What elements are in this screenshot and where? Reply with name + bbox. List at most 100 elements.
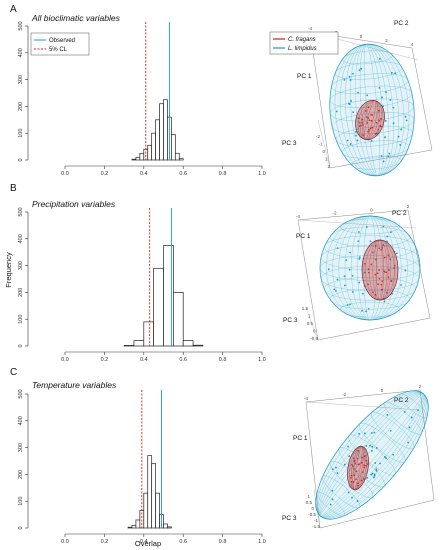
point-l-limpidus xyxy=(400,284,402,286)
histogram-panel-c: C Temperature variables 0 100 200 300 400 500 0.… xyxy=(10,367,266,545)
point-l-limpidus xyxy=(374,258,377,261)
point-c-fragans xyxy=(379,124,382,127)
point-l-limpidus xyxy=(336,278,339,281)
point-l-limpidus xyxy=(361,309,363,312)
point-c-fragans xyxy=(362,124,364,126)
point-l-limpidus xyxy=(403,411,406,413)
point-c-fragans xyxy=(350,477,352,479)
histogram-bar xyxy=(174,152,180,161)
point-l-limpidus xyxy=(365,444,368,447)
point-l-limpidus xyxy=(358,121,361,124)
ellipsoid-c-fragans xyxy=(361,239,399,301)
histogram-bar xyxy=(163,245,174,347)
point-c-fragans xyxy=(374,273,377,276)
y-tick-label: 400 xyxy=(18,48,24,57)
axis-label-pc2: PC 2 xyxy=(392,210,407,217)
point-l-limpidus xyxy=(373,431,376,434)
point-l-limpidus xyxy=(354,131,357,133)
point-c-fragans xyxy=(371,114,374,116)
point-l-limpidus xyxy=(370,473,373,476)
pc3-tick-label: -1.5 xyxy=(312,524,320,529)
point-l-limpidus xyxy=(386,235,389,238)
histogram-bar xyxy=(127,526,133,529)
wireframe-parallel xyxy=(341,140,410,159)
point-c-fragans xyxy=(356,457,359,460)
y-tick-label: 100 xyxy=(18,497,24,506)
point-l-limpidus xyxy=(357,240,360,243)
point-l-limpidus xyxy=(346,304,349,306)
point-l-limpidus xyxy=(407,441,410,444)
histogram-bar xyxy=(131,524,137,529)
point-l-limpidus xyxy=(392,122,395,125)
point-l-limpidus xyxy=(365,226,368,228)
point-c-fragans xyxy=(371,126,374,129)
x-tick-label: 0.4 xyxy=(140,171,148,177)
legend-cl5-label: 5% CL xyxy=(49,47,68,53)
panel-letter-a: A xyxy=(10,4,17,15)
histogram-bar xyxy=(155,119,160,161)
point-c-fragans xyxy=(351,464,353,466)
wireframe-parallel xyxy=(383,401,422,435)
pc3-tick-label: -0.5 xyxy=(308,512,316,517)
point-l-limpidus xyxy=(350,100,353,102)
point-l-limpidus xyxy=(371,445,374,448)
point-l-limpidus xyxy=(370,431,373,434)
pc3-tick-label: 0.5 xyxy=(306,500,313,505)
histogram-bar xyxy=(163,99,168,161)
point-c-fragans xyxy=(375,132,377,135)
point-l-limpidus xyxy=(384,136,386,139)
point-l-limpidus xyxy=(355,134,357,137)
point-c-fragans xyxy=(353,468,355,470)
wireframe-parallel xyxy=(331,112,415,135)
y-tick-label: 100 xyxy=(18,129,24,138)
histogram-bar xyxy=(143,148,149,161)
point-l-limpidus xyxy=(345,259,348,261)
legend-species-l-limpidus: L. limpidus xyxy=(288,46,317,52)
point-c-fragans xyxy=(367,130,369,133)
pc2-tick-label: -4 xyxy=(304,396,308,401)
point-l-limpidus xyxy=(376,132,379,135)
wireframe-parallel xyxy=(348,434,396,476)
point-c-fragans xyxy=(350,474,353,477)
point-c-fragans xyxy=(365,459,367,462)
x-axis-label: Overlap xyxy=(135,539,161,548)
panel-title: Precipitation variables xyxy=(32,199,116,209)
x-tick-label: 0.8 xyxy=(219,357,227,363)
point-l-limpidus xyxy=(351,496,353,499)
wireframe-parallel xyxy=(329,85,413,108)
point-l-limpidus xyxy=(392,106,395,109)
point-c-fragans xyxy=(361,456,363,459)
point-l-limpidus xyxy=(366,476,369,479)
pc2-tick-label: 0 xyxy=(381,388,384,393)
point-c-fragans xyxy=(360,479,363,482)
point-l-limpidus xyxy=(352,465,354,468)
point-c-fragans xyxy=(378,119,381,122)
ellipsoid-outline xyxy=(361,239,399,301)
point-c-fragans xyxy=(385,271,388,274)
point-c-fragans xyxy=(363,478,365,480)
point-c-fragans xyxy=(369,127,372,130)
x-tick-label: 0.2 xyxy=(101,357,109,363)
point-c-fragans xyxy=(361,118,364,121)
point-l-limpidus xyxy=(360,124,363,127)
histogram-bar xyxy=(151,463,156,529)
point-l-limpidus xyxy=(351,274,354,277)
pc3-tick-label: -1 xyxy=(318,142,322,147)
point-l-limpidus xyxy=(366,94,369,97)
point-l-limpidus xyxy=(356,500,359,502)
wireframe-parallel xyxy=(351,155,402,170)
point-l-limpidus xyxy=(379,462,381,465)
axis-label-pc2: PC 2 xyxy=(394,20,409,27)
point-l-limpidus xyxy=(374,462,377,464)
box-edge xyxy=(317,119,331,169)
point-c-fragans xyxy=(355,478,357,481)
pc2-tick-label: 0 xyxy=(360,34,363,39)
point-l-limpidus xyxy=(362,292,364,295)
histogram-panel-b: B Precipitation variables 0 100 200 300 400 500… xyxy=(10,183,266,363)
histogram-bar xyxy=(143,492,149,529)
ellipsoid-c-fragans xyxy=(347,445,369,491)
point-l-limpidus xyxy=(358,256,361,259)
point-c-fragans xyxy=(383,256,386,259)
x-tick-label: 1.0 xyxy=(258,171,266,177)
